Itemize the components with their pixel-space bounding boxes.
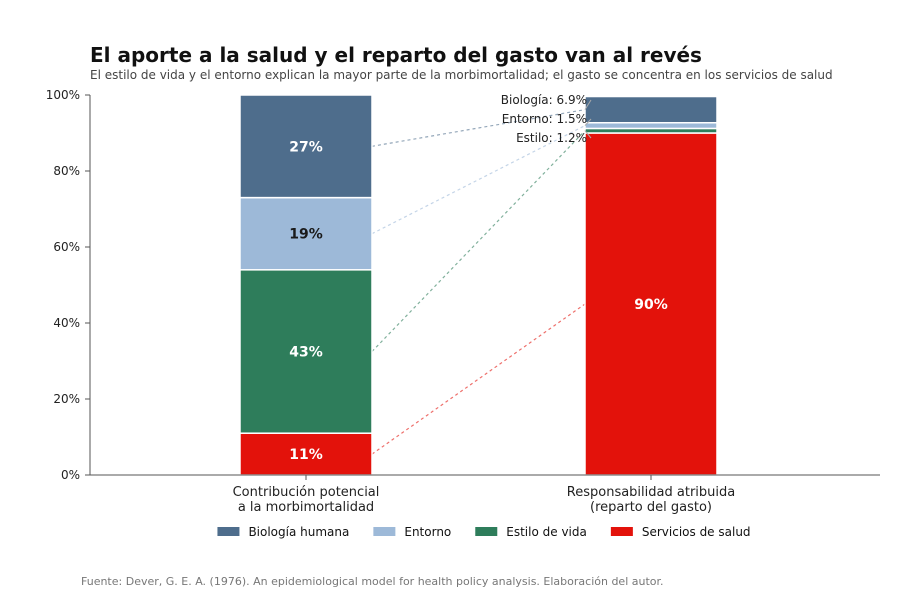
bar-value-label: 90%	[634, 297, 668, 313]
connector-line	[371, 125, 586, 235]
legend-item: Entorno	[373, 525, 451, 539]
bar-segment	[584, 95, 718, 124]
annotation-leader	[584, 99, 592, 110]
legend-swatch	[610, 527, 633, 536]
bar-segment	[239, 94, 373, 199]
bar-value-label: 19%	[289, 227, 323, 243]
source-note: Fuente: Dever, G. E. A. (1976). An epide…	[81, 575, 664, 588]
axes: 0% 20% 40% 60% 80% 100% Contribución potencia…	[46, 88, 880, 515]
legend-swatch	[373, 527, 396, 536]
annotation-leader	[584, 118, 592, 126]
chart-subtitle: El estilo de vida y el entorno explican …	[90, 68, 833, 82]
bar-value-label: 27%	[289, 139, 323, 155]
x-tick-label: Responsabilidad atribuida (reparto del ga…	[567, 485, 735, 515]
bar-segment	[584, 121, 718, 130]
y-tick-label: 100%	[46, 88, 80, 102]
x-ticks: Contribución potencial a la morbimortalid…	[233, 475, 735, 515]
annotation-label: Biología: 6.9%	[501, 93, 587, 107]
annotation-label: Estilo: 1.2%	[516, 131, 587, 145]
legend-label: Biología humana	[248, 525, 349, 539]
annotation-label: Entorno: 1.5%	[502, 112, 587, 126]
legend-swatch	[217, 527, 240, 536]
bar-value-label: 43%	[289, 345, 323, 361]
legend-swatch	[475, 527, 498, 536]
y-ticks: 0% 20% 40% 60% 80% 100%	[46, 88, 90, 482]
annotations: Biología: 6.9% Entorno: 1.5% Estilo: 1.2%	[501, 93, 592, 145]
legend: Biología humana Entorno Estilo de vida Serv…	[217, 525, 751, 539]
y-tick-label: 0%	[61, 468, 80, 482]
connector-line	[371, 130, 586, 352]
y-tick-label: 80%	[53, 164, 80, 178]
bar-segment	[239, 269, 373, 434]
x-tick-label: Contribución potencial a la morbimortalid…	[233, 485, 380, 515]
legend-item: Servicios de salud	[610, 525, 751, 539]
legend-label: Estilo de vida	[506, 525, 587, 539]
legend-label: Servicios de salud	[642, 525, 751, 539]
legend-label: Entorno	[404, 525, 451, 539]
connector-line	[371, 109, 586, 147]
y-tick-label: 20%	[53, 392, 80, 406]
y-tick-label: 40%	[53, 316, 80, 330]
connector-lines	[371, 109, 586, 455]
legend-item: Biología humana	[217, 525, 349, 539]
bar-value-label: 11%	[289, 447, 323, 463]
segment-labels: 11% 43% 19% 27% 90%	[289, 139, 668, 463]
annotation-leader	[584, 130, 592, 139]
connector-line	[371, 303, 586, 455]
legend-item: Estilo de vida	[475, 525, 587, 539]
y-tick-label: 60%	[53, 240, 80, 254]
chart-title: El aporte a la salud y el reparto del ga…	[90, 43, 702, 67]
